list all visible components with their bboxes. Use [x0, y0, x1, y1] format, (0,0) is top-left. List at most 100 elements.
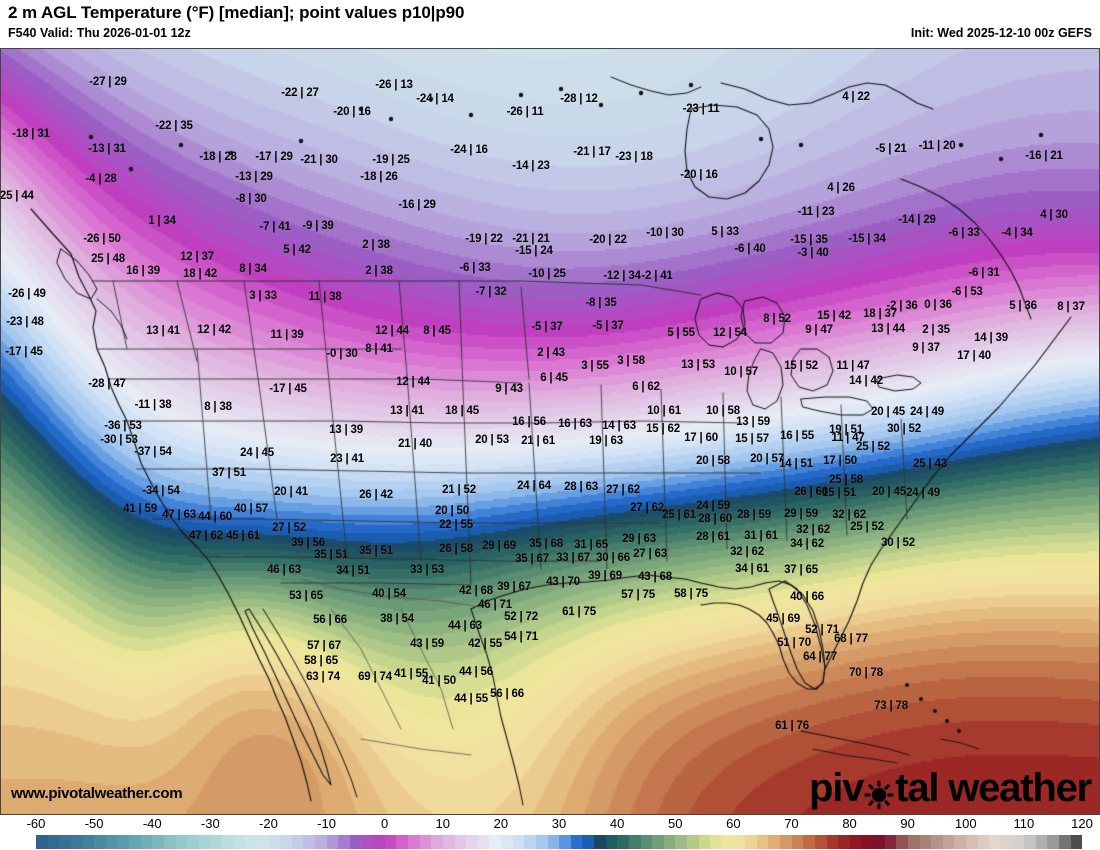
colorbar-panel[interactable]: -60 -50 -40 -30 -20 -10 0 10 20 30 40 50 60 70 80 90 100… [0, 816, 1100, 850]
point-value-label: 69 | 74 [358, 671, 392, 683]
point-value-label: 5 | 36 [1009, 300, 1037, 312]
colorbar-tick: 20 [493, 816, 509, 831]
point-value-label: 34 | 51 [336, 565, 370, 577]
point-value-label: -26 | 13 [375, 79, 413, 91]
point-value-label: 25 | 61 [662, 509, 696, 521]
point-value-label: -2 | 36 [886, 300, 918, 312]
brand-watermark: piv [809, 766, 1092, 810]
point-value-label: -26 | 50 [83, 233, 121, 245]
colorbar-segment [47, 835, 60, 849]
point-value-label: 58 | 65 [304, 655, 338, 667]
point-value-label: 24 | 49 [906, 487, 940, 499]
point-value-label: 51 | 70 [777, 637, 811, 649]
point-value-label: -19 | 25 [372, 154, 410, 166]
point-value-label: 46 | 71 [478, 599, 512, 611]
colorbar-gradient[interactable] [36, 835, 1083, 849]
point-value-label: 29 | 69 [482, 540, 516, 552]
colorbar-segment [361, 835, 374, 849]
colorbar-segment [652, 835, 664, 849]
point-value-label: 20 | 58 [696, 455, 730, 467]
point-value-label: -18 | 26 [360, 171, 398, 183]
colorbar-segment [245, 835, 257, 849]
colorbar-segment [559, 835, 571, 849]
point-value-label: 39 | 69 [588, 570, 622, 582]
point-value-label: 25 | 48 [91, 253, 125, 265]
point-value-label: 22 | 55 [439, 519, 473, 531]
colorbar-segment [768, 835, 780, 849]
point-value-label: -17 | 45 [269, 383, 307, 395]
point-value-label: 52 | 71 [805, 624, 839, 636]
colorbar-segment [663, 835, 676, 849]
point-value-label: 38 | 54 [380, 613, 414, 625]
point-value-label: 42 | 55 [468, 638, 502, 650]
point-value-label: -11 | 38 [134, 399, 172, 411]
temperature-heatmap-canvas[interactable] [1, 49, 1099, 814]
point-value-label: -5 | 21 [875, 143, 907, 155]
page-title: 2 m AGL Temperature (°F) [median]; point… [8, 3, 465, 22]
point-value-label: 53 | 65 [289, 590, 323, 602]
point-value-label: 43 | 68 [638, 571, 672, 583]
colorbar-segment [338, 835, 350, 849]
colorbar-tick: 120 [1071, 816, 1093, 831]
point-value-label: 33 | 67 [556, 552, 590, 564]
colorbar-segment [82, 835, 95, 849]
point-value-label: -16 | 29 [398, 199, 436, 211]
point-value-label: -21 | 21 [512, 233, 550, 245]
point-value-label: 40 | 57 [234, 503, 268, 515]
colorbar-segment [105, 835, 118, 849]
brand-text-right: tal weather [895, 766, 1092, 810]
point-value-label: 16 | 55 [780, 430, 814, 442]
point-value-label: 45 | 61 [226, 530, 260, 542]
point-value-label: 14 | 39 [974, 332, 1008, 344]
point-value-label: -13 | 31 [88, 143, 126, 155]
point-value-label: 13 | 53 [681, 359, 715, 371]
point-value-label: 58 | 75 [674, 588, 708, 600]
point-value-label: 8 | 34 [239, 263, 267, 275]
point-value-label: -23 | 48 [6, 316, 44, 328]
site-url-watermark: www.pivotalweather.com [11, 785, 183, 802]
point-value-label: 15 | 57 [735, 433, 769, 445]
point-value-label: -36 | 53 [104, 420, 142, 432]
colorbar-segment [733, 835, 746, 849]
point-value-label: 43 | 70 [546, 576, 580, 588]
point-value-label: 5 | 55 [667, 327, 695, 339]
point-value-label: 13 | 44 [871, 323, 905, 335]
colorbar-segment [803, 835, 815, 849]
colorbar-segment [989, 835, 1001, 849]
point-value-label: 17 | 60 [684, 432, 718, 444]
point-value-label: 21 | 61 [521, 435, 555, 447]
point-value-label: 19 | 63 [589, 435, 623, 447]
point-value-label: 27 | 52 [272, 522, 306, 534]
colorbar-segment [594, 835, 606, 849]
colorbar-segment [873, 835, 885, 849]
colorbar-tick: 90 [900, 816, 915, 831]
point-value-label: -21 | 17 [573, 146, 611, 158]
point-value-label: -7 | 41 [259, 221, 291, 233]
map-panel[interactable]: -27 | 29 -26 | 13 -22 | 27 -24 | 14 -28 | 12… [0, 48, 1100, 815]
point-value-label: 44 | 55 [454, 693, 488, 705]
point-value-label: -0 | 30 [326, 348, 358, 360]
gear-sun-icon [864, 777, 894, 810]
point-value-label: -6 | 33 [459, 262, 491, 274]
colorbar-segment [291, 835, 304, 849]
point-value-label: 26 | 60 [794, 486, 828, 498]
colorbar-segment [745, 835, 757, 849]
colorbar-segment [326, 835, 339, 849]
point-value-label: 8 | 37 [1057, 301, 1085, 313]
point-value-label: 44 | 63 [448, 620, 482, 632]
point-value-label: -23 | 11 [682, 103, 720, 115]
point-value-label: 9 | 37 [912, 342, 940, 354]
colorbar-segment [977, 835, 990, 849]
colorbar-tick: 60 [726, 816, 741, 831]
point-value-label: 15 | 62 [646, 423, 680, 435]
point-value-label: 25 | 52 [850, 521, 884, 533]
point-value-label: 35 | 67 [515, 553, 549, 565]
point-value-label: 34 | 62 [790, 538, 824, 550]
point-value-label: 18 | 45 [445, 405, 479, 417]
colorbar-segment [396, 835, 408, 849]
colorbar-segment [36, 835, 48, 849]
point-value-label: 10 | 61 [647, 405, 681, 417]
point-value-label: 61 | 76 [775, 720, 809, 732]
point-value-label: 17 | 50 [823, 455, 857, 467]
point-value-label: 6 | 62 [632, 381, 660, 393]
